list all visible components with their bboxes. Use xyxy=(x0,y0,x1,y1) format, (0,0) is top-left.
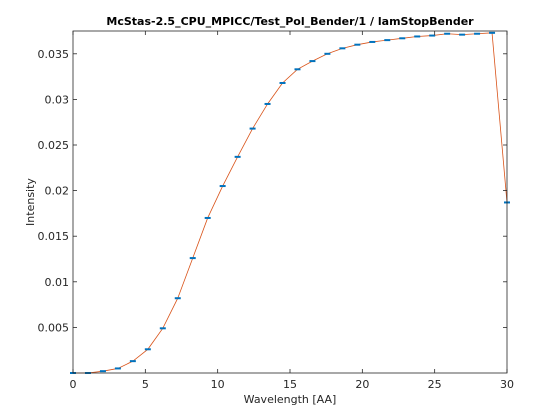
x-tick-label: 25 xyxy=(428,378,442,391)
y-tick-label: 0.025 xyxy=(38,139,70,152)
y-tick-label: 0.02 xyxy=(45,185,70,198)
x-axis-label: Wavelength [AA] xyxy=(244,393,337,406)
y-tick-label: 0.035 xyxy=(38,48,70,61)
x-tick-label: 10 xyxy=(211,378,225,391)
y-tick-label: 0.005 xyxy=(38,321,70,334)
chart-title: McStas-2.5_CPU_MPICC/Test_Pol_Bender/1 /… xyxy=(106,15,474,28)
x-tick-label: 30 xyxy=(500,378,514,391)
y-tick-label: 0.01 xyxy=(45,276,70,289)
y-tick-label: 0.03 xyxy=(45,93,70,106)
plot-background xyxy=(73,31,507,373)
x-tick-label: 20 xyxy=(355,378,369,391)
x-tick-label: 0 xyxy=(70,378,77,391)
x-tick-label: 15 xyxy=(283,378,297,391)
y-axis-label: Intensity xyxy=(24,178,37,226)
x-tick-label: 5 xyxy=(142,378,149,391)
y-tick-label: 0.015 xyxy=(38,230,70,243)
